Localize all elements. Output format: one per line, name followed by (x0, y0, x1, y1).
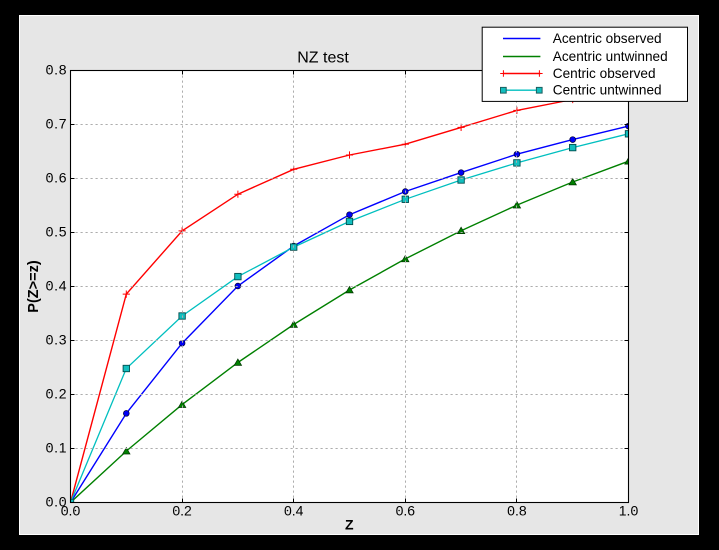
svg-text:1.0: 1.0 (619, 503, 639, 519)
svg-text:0.8: 0.8 (46, 61, 68, 77)
svg-text:0.8: 0.8 (507, 503, 527, 519)
svg-text:0.0: 0.0 (46, 493, 68, 509)
svg-text:0.2: 0.2 (46, 385, 68, 401)
svg-text:0.4: 0.4 (46, 277, 68, 293)
svg-text:0.7: 0.7 (46, 115, 68, 131)
svg-text:0.6: 0.6 (46, 169, 68, 185)
svg-text:0.5: 0.5 (46, 223, 68, 239)
svg-text:P(Z>=z): P(Z>=z) (26, 260, 42, 313)
svg-text:Centric untwinned: Centric untwinned (553, 83, 662, 98)
svg-text:Acentric observed: Acentric observed (553, 31, 662, 46)
svg-text:0.3: 0.3 (46, 331, 68, 347)
svg-text:Acentric untwinned: Acentric untwinned (553, 49, 668, 64)
svg-text:0.2: 0.2 (172, 503, 192, 519)
svg-text:Z: Z (345, 516, 354, 532)
svg-text:0.4: 0.4 (284, 503, 304, 519)
svg-text:Centric observed: Centric observed (553, 66, 656, 81)
svg-text:0.6: 0.6 (396, 503, 416, 519)
svg-text:0.1: 0.1 (46, 439, 68, 455)
svg-text:NZ test: NZ test (297, 50, 349, 67)
svg-text:0.0: 0.0 (61, 503, 81, 519)
